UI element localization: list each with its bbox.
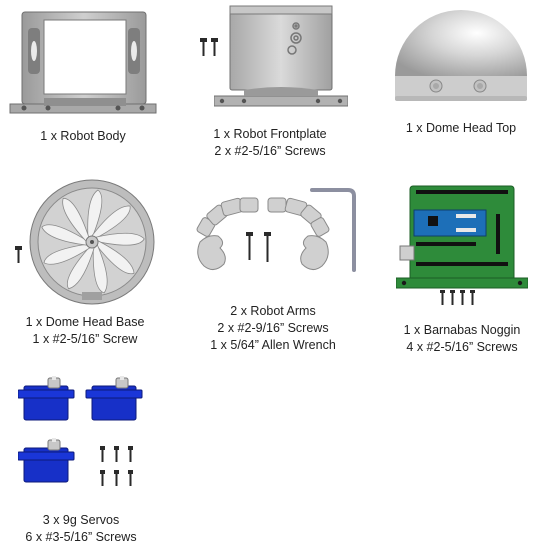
- robot-frontplate-caption: 1 x Robot Frontplate 2 x #2-5/16” Screws: [190, 126, 350, 160]
- caption-line: 1 x Robot Body: [40, 129, 126, 143]
- caption-line: 2 x #2-9/16” Screws: [217, 321, 329, 335]
- screw-icon: [15, 246, 22, 263]
- caption-line: 1 x Dome Head Top: [405, 121, 517, 135]
- dome-head-top-caption: 1 x Dome Head Top: [386, 120, 536, 137]
- caption-line: 6 x #3-5/16” Screws: [25, 530, 137, 544]
- caption-line: 1 x 5/64” Allen Wrench: [210, 338, 336, 352]
- screws-frontplate-image: [198, 38, 222, 58]
- dome-head-top-icon: [395, 10, 527, 101]
- dome-head-base-icon: [29, 179, 155, 305]
- robot-body-icon: [9, 11, 157, 114]
- dome-head-top-image: [392, 10, 530, 104]
- screw-domebase-image: [14, 246, 24, 266]
- dome-head-base-image: [28, 178, 156, 306]
- robot-body-caption: 1 x Robot Body: [8, 128, 158, 145]
- caption-line: 1 x Barnabas Noggin: [403, 323, 521, 337]
- caption-line: 1 x Dome Head Base: [25, 315, 145, 329]
- robot-frontplate-image: [213, 2, 349, 112]
- caption-line: 1 x #2-5/16” Screw: [32, 332, 138, 346]
- caption-line: 3 x 9g Servos: [42, 513, 120, 527]
- barnabas-noggin-icon: [395, 185, 529, 305]
- robot-arms-caption: 2 x Robot Arms 2 x #2-9/16” Screws 1 x 5…: [188, 303, 358, 354]
- caption-line: 2 x Robot Arms: [230, 304, 316, 318]
- robot-arms-icon: [196, 188, 356, 272]
- servos-icon: [17, 375, 143, 486]
- robot-body-image: [8, 8, 158, 118]
- servos-image: [17, 375, 146, 494]
- barnabas-noggin-image: [395, 184, 529, 308]
- robot-arms-image: [194, 186, 368, 278]
- barnabas-noggin-caption: 1 x Barnabas Noggin 4 x #2-5/16” Screws: [384, 322, 540, 356]
- screw-icon: [200, 38, 218, 56]
- servos-caption: 3 x 9g Servos 6 x #3-5/16” Screws: [6, 512, 156, 546]
- caption-line: 2 x #2-5/16” Screws: [214, 144, 326, 158]
- caption-line: 1 x Robot Frontplate: [213, 127, 327, 141]
- dome-head-base-caption: 1 x Dome Head Base 1 x #2-5/16” Screw: [10, 314, 160, 348]
- robot-frontplate-icon: [213, 5, 349, 107]
- caption-line: 4 x #2-5/16” Screws: [406, 340, 518, 354]
